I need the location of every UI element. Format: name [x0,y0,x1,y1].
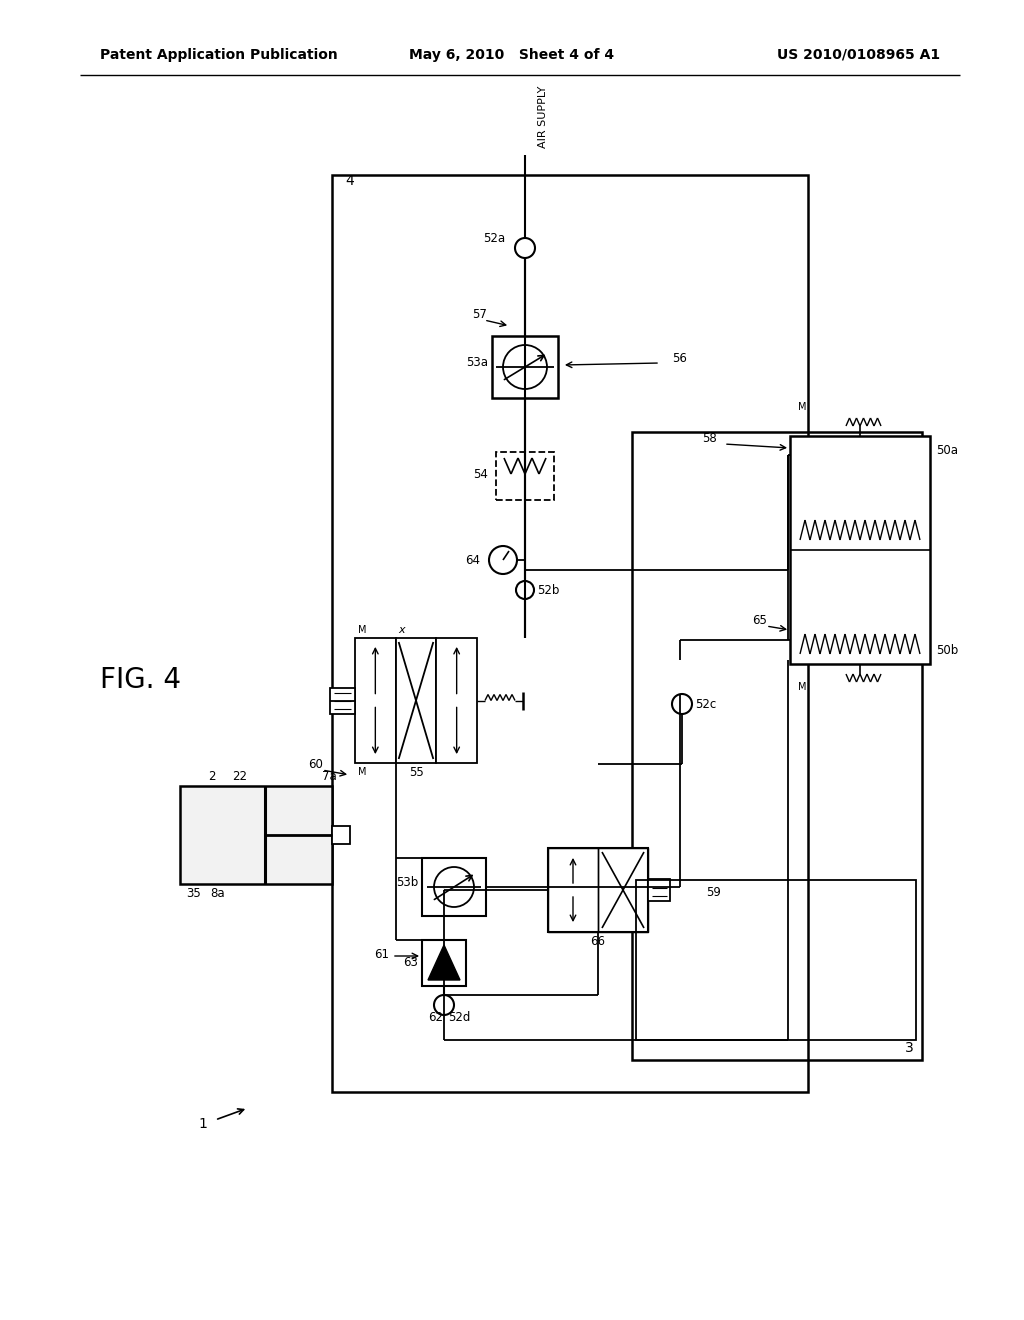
Text: M: M [798,403,807,412]
Bar [548,847,648,932]
Text: 4: 4 [345,174,353,187]
Polygon shape [428,945,460,979]
Text: May 6, 2010   Sheet 4 of 4: May 6, 2010 Sheet 4 of 4 [410,48,614,62]
Text: 55: 55 [409,766,423,779]
Text: 2: 2 [208,770,215,783]
Text: FIG. 4: FIG. 4 [99,667,180,694]
Text: 57: 57 [472,308,486,321]
Text: 52d: 52d [449,1011,470,1024]
Text: x: x [398,624,406,635]
Text: 66: 66 [591,935,605,948]
Text: 65: 65 [752,614,767,627]
Text: M: M [798,682,807,692]
Bar [790,436,930,664]
Text: 62: 62 [428,1011,443,1024]
Bar [648,879,670,902]
Bar [436,638,477,763]
Bar [598,847,648,932]
Bar [395,638,436,763]
Text: 56: 56 [672,352,687,366]
Text: 58: 58 [702,432,717,445]
Text: 8a: 8a [210,887,224,900]
Text: 61: 61 [374,948,389,961]
Bar [636,880,916,1040]
Bar [422,858,486,916]
Text: 35: 35 [186,887,201,900]
Text: 53a: 53a [466,356,488,370]
Bar [548,847,598,932]
Text: 64: 64 [465,553,480,566]
Bar [332,176,808,1092]
Text: 59: 59 [706,886,721,899]
Text: Patent Application Publication: Patent Application Publication [100,48,338,62]
Text: 52a: 52a [483,231,505,244]
Bar [632,432,922,1060]
Text: 52b: 52b [537,583,559,597]
Bar [496,451,554,500]
Text: 53b: 53b [395,876,418,890]
Bar [422,940,466,986]
Text: 60: 60 [308,758,323,771]
Text: M: M [358,767,367,777]
Text: AIR SUPPLY: AIR SUPPLY [538,86,548,148]
Text: 54: 54 [473,467,488,480]
Bar [492,337,558,399]
Text: 50a: 50a [936,444,958,457]
Text: US 2010/0108965 A1: US 2010/0108965 A1 [777,48,940,62]
Bar [332,826,350,843]
Text: 1: 1 [198,1117,207,1131]
Text: M: M [358,624,367,635]
Text: 3: 3 [905,1041,913,1055]
Bar [355,638,395,763]
Text: 63: 63 [403,957,418,969]
Text: 22: 22 [232,770,247,783]
Text: 52c: 52c [695,697,716,710]
Text: 7a: 7a [322,770,337,783]
Bar [330,688,355,714]
Bar [180,785,332,884]
Text: 50b: 50b [936,644,958,656]
